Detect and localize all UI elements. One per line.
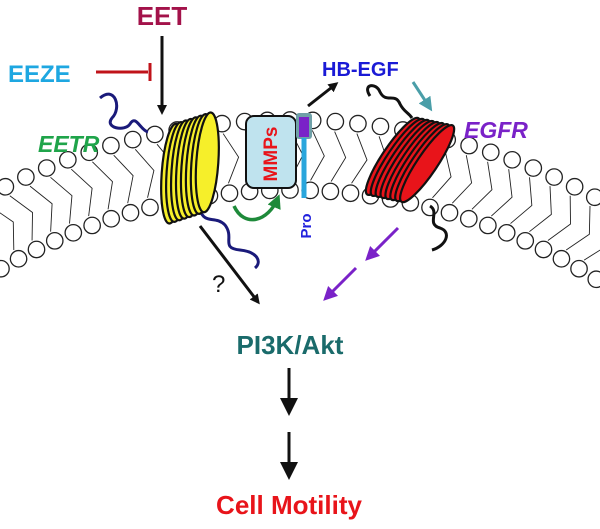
lipid-tail	[9, 195, 33, 241]
lipid-tail	[565, 206, 591, 251]
lipid-head-outer	[58, 150, 77, 169]
egfr-extracellular-tail	[366, 84, 414, 119]
egfr-to-pi3k-arrow-1	[365, 226, 400, 261]
lipid-head-inner	[534, 240, 553, 259]
lipid-head-inner	[9, 249, 28, 268]
lipid-head-inner	[45, 231, 64, 250]
egfr-intracellular-tail	[429, 204, 448, 252]
mmps-box	[245, 115, 297, 189]
lipid-tail	[134, 149, 155, 198]
lipid-head-outer	[0, 177, 15, 196]
lipid-head-outer	[123, 130, 142, 149]
lipid-head-outer	[585, 188, 600, 207]
lipid-head-outer	[460, 136, 478, 155]
lipid-head-outer	[146, 125, 164, 144]
eetr-receptor	[160, 111, 220, 225]
lipid-tail	[451, 155, 473, 204]
lipid-head-inner	[497, 223, 516, 242]
lipid-tail	[70, 168, 93, 217]
lipid-head-inner	[341, 184, 360, 203]
eetr-helix	[194, 111, 220, 214]
lipid-tail	[222, 133, 240, 184]
lipid-head-outer	[481, 143, 500, 162]
lipid-tail	[0, 212, 15, 250]
lipid-head-inner	[440, 203, 459, 222]
hb-egf-binding-arrow	[411, 81, 433, 112]
lipid-head-outer	[565, 177, 584, 196]
lipid-head-outer	[80, 143, 99, 162]
lipid-tail	[113, 154, 134, 204]
lipid-tail	[491, 169, 513, 217]
lipid-head-outer	[371, 117, 390, 136]
lipid-head-inner	[83, 216, 101, 235]
lipid-head-inner	[516, 231, 535, 250]
lipid-tail	[351, 133, 368, 184]
eetr-extracellular-tail	[99, 92, 149, 134]
lipid-head-inner	[141, 198, 159, 217]
eeze-label: EEZE	[8, 61, 71, 88]
cell-motility-label: Cell Motility	[216, 490, 362, 520]
lipid-head-inner	[321, 182, 340, 201]
eet-label: EET	[137, 1, 188, 31]
lipid-tail	[547, 195, 571, 241]
lipid-head-outer	[524, 159, 543, 177]
lipid-head-inner	[459, 209, 478, 228]
egfr-label: EGFR	[464, 117, 528, 143]
lipid-head-inner	[0, 259, 10, 278]
lipid-head-inner	[479, 216, 497, 235]
lipid-head-outer	[17, 168, 35, 186]
egfr-receptor	[364, 116, 456, 204]
lipid-tail	[529, 186, 552, 233]
lipid-head-inner	[570, 259, 588, 278]
pro-hb-egf-head	[299, 117, 309, 137]
unknown-pathway-question-mark: ?	[212, 271, 225, 298]
lipid-tail	[50, 176, 73, 224]
egfr-to-pi3k-arrow-2	[323, 266, 358, 301]
egfr-helix	[398, 123, 456, 204]
lipid-tail	[29, 185, 53, 232]
lipid-head-inner	[220, 184, 239, 203]
mmp-activation-arrow	[232, 194, 281, 222]
lipid-head-outer	[326, 112, 345, 131]
lipid-head-inner	[102, 209, 121, 228]
hb-egf-release-arrow	[307, 82, 339, 108]
lipid-tail	[510, 177, 533, 224]
lipid-tail	[432, 149, 452, 199]
lipid-head-outer	[37, 159, 56, 177]
lipid-head-outer	[349, 114, 367, 133]
eetr-to-pi3k-arrow	[198, 225, 260, 305]
lipid-head-inner	[64, 223, 83, 242]
eetr-intracellular-tail	[198, 209, 260, 270]
lipid-bilayer-membrane	[0, 111, 600, 289]
lipid-head-inner	[552, 249, 571, 268]
lipid-head-outer	[503, 150, 522, 169]
lipid-head-outer	[102, 136, 120, 155]
lipid-tail	[471, 161, 493, 210]
lipid-tail	[330, 131, 347, 182]
pro-label: Pro	[298, 213, 315, 238]
lipid-tail	[310, 130, 325, 181]
lipid-head-outer	[545, 168, 563, 186]
eetr-label: EETR	[38, 131, 100, 157]
mmps-label: MMPs	[261, 127, 282, 182]
lipid-head-inner	[121, 203, 140, 222]
lipid-head-inner	[587, 270, 600, 289]
hb-egf-label: HB-EGF	[322, 59, 399, 81]
lipid-tail	[583, 249, 600, 261]
lipid-tail	[92, 161, 113, 210]
pi3k-akt-label: PI3K/Akt	[237, 330, 344, 360]
lipid-head-inner	[27, 240, 46, 259]
